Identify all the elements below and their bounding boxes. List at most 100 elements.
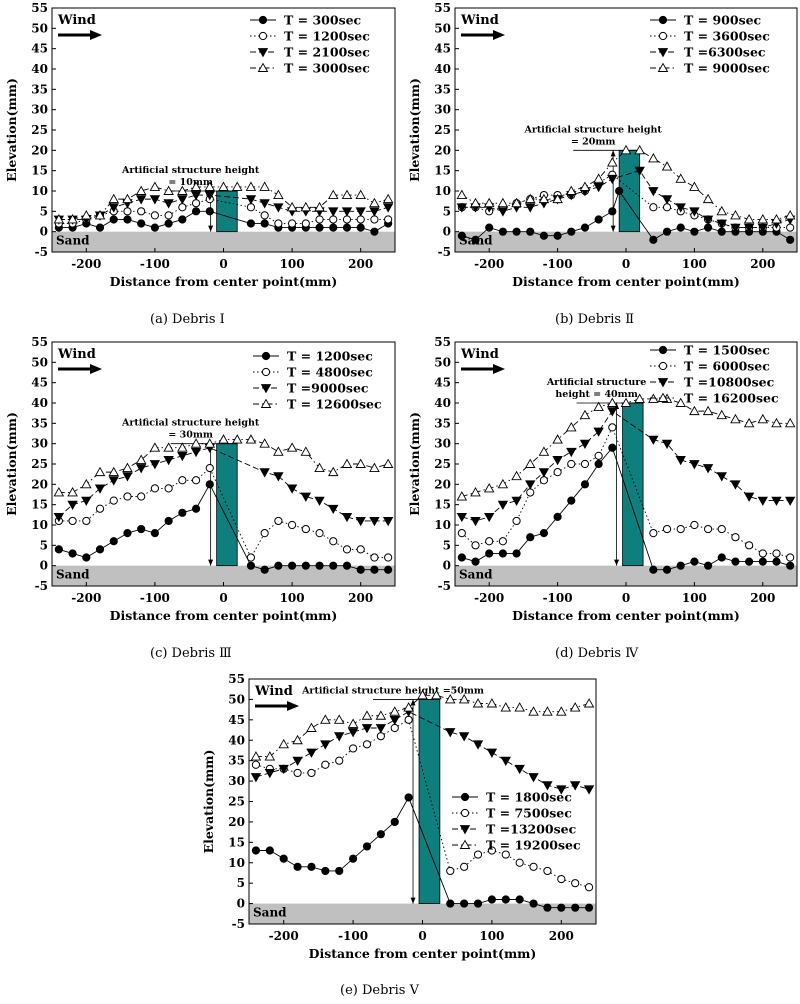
series-0 [457, 443, 795, 574]
data-point [460, 899, 469, 908]
data-point [580, 223, 590, 232]
data-point [593, 427, 604, 437]
data-point [246, 553, 256, 562]
data-point [512, 516, 521, 526]
data-point [784, 496, 796, 506]
data-point [349, 744, 358, 753]
y-tick-label: -5 [232, 917, 245, 931]
x-axis-title: Distance from center point(mm) [512, 274, 740, 289]
data-point [108, 193, 120, 204]
data-point [566, 447, 577, 458]
data-point [164, 516, 173, 526]
y-tick-label: 5 [40, 538, 48, 552]
y-tick-label: 20 [31, 477, 48, 491]
x-tick-label: 0 [418, 929, 426, 943]
data-point [593, 173, 604, 183]
data-point [702, 193, 714, 204]
data-point [329, 537, 338, 546]
legend-marker [257, 48, 269, 58]
wind-label: Wind [254, 684, 293, 699]
data-point [82, 553, 91, 562]
data-point [689, 460, 700, 470]
data-point [149, 181, 161, 191]
wind-arrowhead-icon [493, 30, 505, 40]
data-point [515, 858, 524, 867]
data-point [314, 496, 325, 506]
data-point [288, 561, 297, 570]
y-tick-label: 0 [40, 225, 48, 239]
y-tick-label: 50 [434, 21, 451, 35]
data-point [457, 231, 466, 240]
data-point [526, 488, 535, 497]
y-tick-label: 45 [434, 42, 451, 56]
data-point [347, 718, 359, 728]
data-point [566, 421, 577, 432]
x-tick-label: 200 [750, 591, 775, 605]
data-point [649, 529, 658, 538]
data-point [327, 189, 339, 200]
caption-b: (b) Debris Ⅱ [555, 312, 635, 327]
data-point [67, 487, 78, 497]
y-tick-label: 40 [434, 62, 451, 76]
legend-marker [258, 15, 268, 25]
data-point [306, 722, 317, 732]
data-point [190, 191, 202, 201]
data-point [689, 405, 700, 416]
sand-band [52, 231, 395, 252]
structure-height-label: Artificial structure height =50mm [301, 685, 484, 696]
data-point [273, 446, 284, 456]
data-point [593, 401, 604, 412]
data-point [356, 545, 365, 554]
data-point [177, 195, 188, 205]
data-point [301, 561, 310, 570]
data-point [137, 492, 146, 501]
y-axis-title: Elevation(mm) [407, 412, 422, 516]
data-point [662, 565, 672, 574]
data-point [716, 472, 727, 482]
data-point [122, 462, 133, 473]
y-tick-label: 5 [237, 876, 245, 890]
legend-label: T = 4800sec [287, 365, 373, 380]
legend-label: T =6300sec [684, 45, 766, 60]
data-point [444, 693, 456, 704]
series-line [461, 174, 791, 229]
data-point [661, 439, 673, 449]
y-tick-label: 25 [434, 457, 451, 471]
y-tick-label: 25 [31, 457, 48, 471]
data-point [786, 223, 795, 232]
data-point [335, 866, 344, 876]
data-point [470, 517, 481, 527]
data-point [553, 512, 562, 521]
y-tick-label: 55 [31, 335, 48, 349]
y-tick-label: 35 [31, 416, 48, 430]
data-point [417, 689, 428, 700]
data-point [123, 529, 132, 538]
data-point [567, 227, 576, 236]
wind-label: Wind [460, 347, 499, 362]
data-point [676, 524, 685, 534]
x-axis-title: Distance from center point(mm) [110, 608, 338, 623]
data-point [583, 698, 595, 708]
data-point [300, 446, 312, 456]
data-point [514, 764, 525, 775]
wind-label: Wind [460, 13, 499, 28]
data-point [301, 219, 310, 228]
data-point [382, 203, 394, 213]
legend-marker [657, 378, 669, 388]
y-tick-label: -5 [35, 245, 48, 259]
structure-height-label: Artificial structure height [523, 124, 662, 135]
data-point [485, 549, 494, 558]
legend-label: T = 19200sec [486, 838, 581, 853]
height-arrow-down-icon [614, 559, 620, 566]
data-point [485, 223, 494, 232]
series-0 [54, 480, 393, 574]
x-tick-label: 0 [219, 257, 227, 271]
data-point [218, 434, 229, 444]
data-point [53, 512, 65, 523]
data-point [473, 850, 483, 859]
data-point [321, 866, 330, 876]
data-point [772, 549, 781, 558]
data-point [539, 476, 549, 485]
data-point [278, 764, 289, 775]
data-point [177, 451, 188, 462]
